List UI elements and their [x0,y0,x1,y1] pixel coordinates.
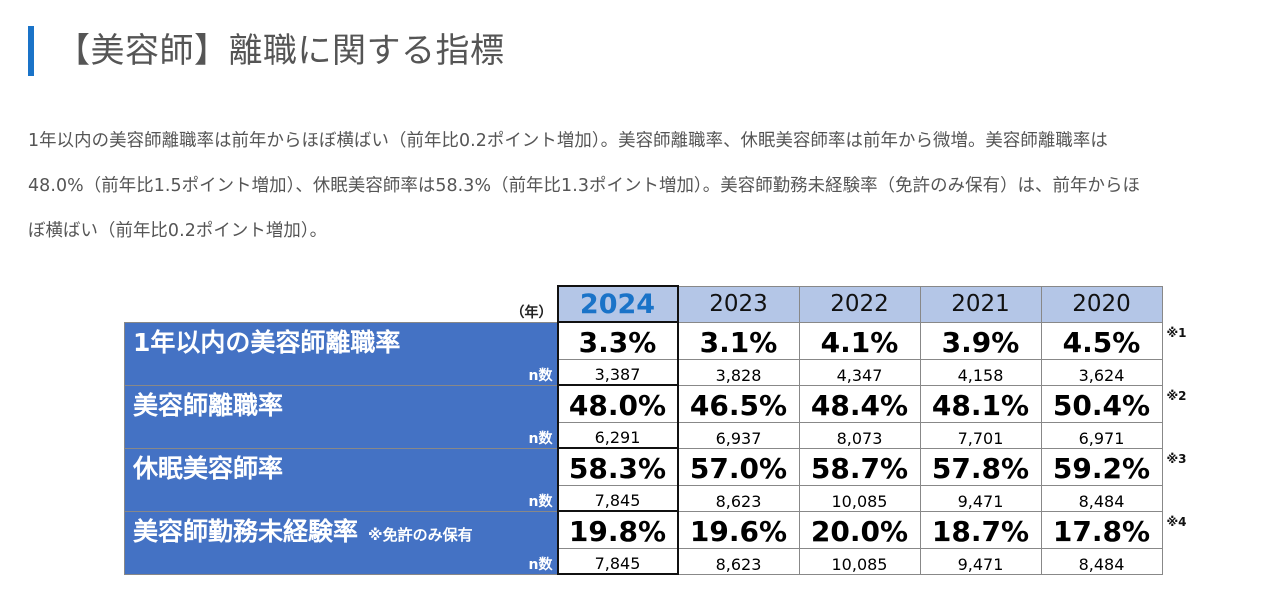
sample-size-value: 4,347 [798,359,921,386]
sample-size-value: 8,484 [1040,485,1163,512]
metric-label-text: 美容師勤務未経験率 [133,517,359,546]
sample-size-label: n数 [124,359,558,386]
sample-size-label: n数 [124,485,558,512]
intro-text: 1年以内の美容師離職率は前年からほぼ横ばい（前年比0.2ポイント増加）。美容師離… [28,119,1243,254]
sample-size-value: 7,701 [919,422,1042,449]
sample-size-value: 3,624 [1040,359,1163,386]
metric-value: 48.1% [919,384,1042,423]
sample-size-label: n数 [124,548,558,575]
metric-value: 3.1% [677,321,800,360]
footnote-marker: ※4 [1166,515,1187,529]
metric-value: 3.9% [919,321,1042,360]
metric-value: 46.5% [677,384,800,423]
metric-value: 58.3% [556,447,679,486]
metric-label-text: 美容師離職率 [133,391,284,420]
sample-size-value: 7,845 [556,548,679,575]
sample-size-value: 10,085 [798,548,921,575]
year-header-row: （年） 2024 2023 2022 2021 2020 [125,285,1207,323]
year-header: 2020 [1040,285,1163,323]
sample-size-value: 8,073 [798,422,921,449]
sample-size-value: 7,845 [556,485,679,512]
sample-size-value: 8,623 [677,548,800,575]
sample-size-value: 6,971 [1040,422,1163,449]
metric-value: 18.7% [919,510,1042,549]
metric-value: 57.0% [677,447,800,486]
metric-value: 17.8% [1040,510,1163,549]
sample-size-row: n数 7,845 8,623 10,085 9,471 8,484 [124,485,1207,512]
metric-value: 50.4% [1040,384,1163,423]
intro-line: 1年以内の美容師離職率は前年からほぼ横ばい（前年比0.2ポイント増加）。美容師離… [28,131,1108,151]
metric-row: 美容師離職率 48.0% 46.5% 48.4% 48.1% 50.4% ※2 [124,384,1207,423]
sample-size-value: 9,471 [919,548,1042,575]
metric-value: 4.5% [1040,321,1163,360]
sample-size-row: n数 7,845 8,623 10,085 9,471 8,484 [124,548,1207,575]
metric-value: 48.0% [556,384,679,423]
metric-value: 57.8% [919,447,1042,486]
turnover-index-table: （年） 2024 2023 2022 2021 2020 1年以内の美容師離職率… [124,285,1207,575]
sample-size-value: 3,828 [677,359,800,386]
metric-value: 20.0% [798,510,921,549]
metric-value: 3.3% [556,321,679,360]
sample-size-value: 6,291 [556,422,679,449]
year-header: 2022 [798,285,921,323]
metric-value: 4.1% [798,321,921,360]
metric-value: 19.8% [556,510,679,549]
metric-row: 休眠美容師率 58.3% 57.0% 58.7% 57.8% 59.2% ※3 [124,447,1207,486]
metric-label: 休眠美容師率 [124,447,558,486]
metric-label: 美容師勤務未経験率 ※免許のみ保有 [124,510,558,549]
page-title: 【美容師】離職に関する指標 [28,26,505,76]
sample-size-value: 3,387 [556,359,679,386]
sample-size-value: 8,623 [677,485,800,512]
metric-label: 1年以内の美容師離職率 [124,321,558,360]
metric-label-sub: ※免許のみ保有 [368,526,473,544]
year-header: 2021 [919,285,1042,323]
metric-value: 19.6% [677,510,800,549]
year-header-current: 2024 [556,285,679,323]
sample-size-label: n数 [124,422,558,449]
metric-label: 美容師離職率 [124,384,558,423]
intro-line: 48.0%（前年比1.5ポイント増加）、休眠美容師率は58.3%（前年比1.3ポ… [28,176,1140,196]
sample-size-value: 10,085 [798,485,921,512]
intro-line: ぼ横ばい（前年比0.2ポイント増加）。 [28,221,328,241]
sample-size-row: n数 6,291 6,937 8,073 7,701 6,971 [124,422,1207,449]
year-header: 2023 [677,285,800,323]
sample-size-value: 6,937 [677,422,800,449]
metric-label-text: 1年以内の美容師離職率 [133,328,401,357]
metric-value: 58.7% [798,447,921,486]
metric-value: 48.4% [798,384,921,423]
metric-label-text: 休眠美容師率 [133,454,284,483]
footnote-marker: ※1 [1166,326,1187,340]
sample-size-row: n数 3,387 3,828 4,347 4,158 3,624 [124,359,1207,386]
sample-size-value: 4,158 [919,359,1042,386]
year-unit-label: （年） [510,304,553,321]
metric-row: 1年以内の美容師離職率 3.3% 3.1% 4.1% 3.9% 4.5% ※1 [124,321,1207,360]
footnote-marker: ※3 [1166,452,1187,466]
metric-value: 59.2% [1040,447,1163,486]
sample-size-value: 8,484 [1040,548,1163,575]
metric-row: 美容師勤務未経験率 ※免許のみ保有 19.8% 19.6% 20.0% 18.7% 17.8… [124,510,1207,549]
footnote-marker: ※2 [1166,389,1187,403]
sample-size-value: 9,471 [919,485,1042,512]
